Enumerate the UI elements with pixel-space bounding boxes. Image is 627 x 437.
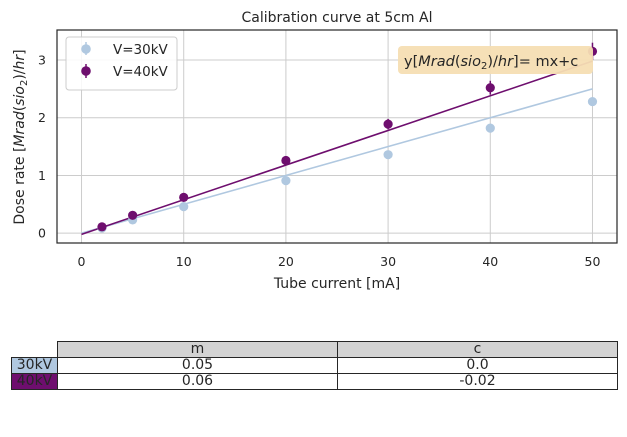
data-point-v-30kv — [383, 150, 393, 160]
x-tick-label: 10 — [176, 254, 192, 269]
data-point-v-30kv — [485, 123, 495, 133]
x-axis-label: Tube current [mA] — [273, 276, 400, 292]
data-point-v-30kv — [587, 96, 598, 107]
table-cell-c-30kv: 0.0 — [337, 357, 618, 374]
x-tick-label: 50 — [585, 254, 601, 269]
annotation-box — [398, 46, 593, 74]
y-tick-labels: 0 1 2 3 — [38, 53, 46, 241]
legend-marker-40kv — [81, 66, 91, 76]
table-cell-c-40kv: -0.02 — [337, 373, 618, 390]
table-row: 40kV 0.06 -0.02 — [11, 373, 618, 390]
legend-box — [65, 36, 178, 91]
fit-parameters-table: m c 30kV 0.05 0.0 40kV 0.06 -0.02 — [11, 341, 618, 390]
y-tick-label: 0 — [38, 226, 46, 241]
legend: V=30kV V=40kV — [65, 36, 178, 91]
x-tick-label: 20 — [278, 254, 294, 269]
table-row: 30kV 0.05 0.0 — [11, 357, 618, 374]
data-point-v-40kv — [128, 210, 138, 220]
table-cell-m-30kv: 0.05 — [57, 357, 338, 374]
data-point-v-40kv — [97, 222, 107, 232]
table-row-label-40kv: 40kV — [11, 373, 58, 390]
data-point-v-40kv — [485, 83, 495, 93]
plot-frame — [56, 29, 618, 244]
table-cell-m-40kv: 0.06 — [57, 373, 338, 390]
x-tick-labels: 0 10 20 30 40 50 — [78, 254, 601, 269]
legend-label-30kv: V=30kV — [113, 42, 169, 58]
legend-item-40kv: V=40kV — [81, 64, 169, 80]
y-tick-label: 1 — [38, 168, 46, 183]
legend-label-40kv: V=40kV — [113, 64, 169, 80]
data-point-v-30kv — [179, 202, 189, 212]
data-point-v-30kv — [281, 176, 291, 186]
fit-lines — [81, 60, 593, 236]
fit-line-v-30kv — [81, 88, 593, 234]
x-tick-label: 40 — [482, 254, 498, 269]
x-tick-label: 30 — [380, 254, 396, 269]
legend-item-30kv: V=30kV — [81, 42, 169, 58]
y-tick-label: 3 — [38, 53, 46, 68]
data-point-v-40kv — [383, 119, 393, 129]
x-tick-label: 0 — [78, 254, 86, 269]
fit-equation-annotation: y[Mrad(sio2)/hr]= mx+c — [398, 46, 593, 74]
chart-title: Calibration curve at 5cm Al — [242, 10, 433, 26]
legend-marker-30kv — [81, 44, 91, 54]
table-header-m: m — [57, 341, 338, 358]
calibration-chart: Calibration curve at 5cm Al 0 10 20 30 40 50 … — [12, 10, 618, 292]
data-point-v-40kv — [179, 192, 189, 202]
data-point-v-40kv — [281, 155, 291, 166]
table-header-c: c — [337, 341, 618, 358]
annotation-text: y[Mrad(sio2)/hr]= mx+c — [404, 54, 578, 72]
y-tick-label: 2 — [38, 110, 46, 125]
y-axis-label: Dose rate [Mrad(sio2)/hr] — [12, 49, 30, 224]
table-corner — [12, 342, 58, 358]
table-row-label-30kv: 30kV — [11, 357, 58, 374]
fit-line-v-40kv — [81, 60, 593, 236]
